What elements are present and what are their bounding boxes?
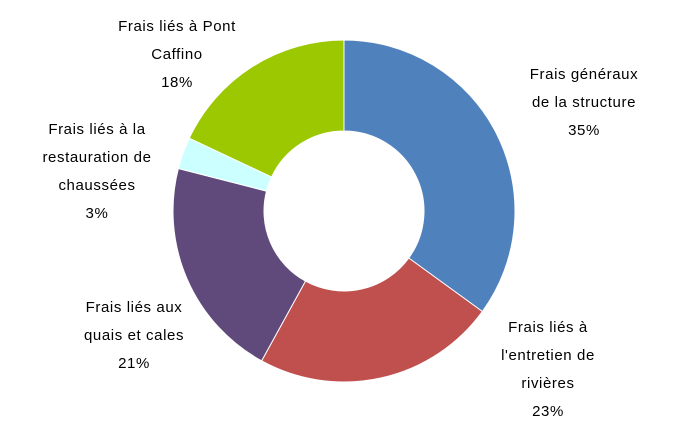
slice-value-label: 23% xyxy=(532,403,564,420)
slice-label: Caffino xyxy=(151,46,202,63)
slice-label: de la structure xyxy=(532,94,636,111)
slice-label: Frais généraux xyxy=(530,66,638,83)
slice-value-label: 18% xyxy=(161,74,193,91)
slice-label: Frais liés à la xyxy=(48,121,145,138)
slice-label: rivières xyxy=(521,375,574,392)
donut-slice xyxy=(172,167,307,362)
donut-slice xyxy=(188,39,345,178)
slice-value-label: 21% xyxy=(118,355,150,372)
slice-label: Frais liés à Pont xyxy=(118,18,236,35)
slice-value-label: 3% xyxy=(86,205,109,222)
slice-label: Frais liés à xyxy=(508,319,588,336)
slice-label: chaussées xyxy=(58,177,135,194)
slice-label: quais et cales xyxy=(84,327,184,344)
slice-label: l'entretien de xyxy=(501,347,595,364)
slice-label: Frais liés aux xyxy=(86,299,183,316)
donut-slice xyxy=(260,257,484,383)
donut-slice xyxy=(343,39,516,313)
slice-value-label: 35% xyxy=(568,122,600,139)
slice-label: restauration de xyxy=(42,149,151,166)
